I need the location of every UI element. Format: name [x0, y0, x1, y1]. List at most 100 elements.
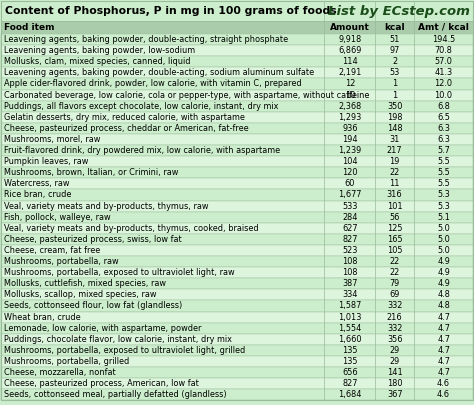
Text: 1,677: 1,677 — [338, 190, 362, 199]
Bar — [1, 156, 473, 167]
Bar — [1, 234, 473, 245]
Text: Watercress, raw: Watercress, raw — [4, 179, 70, 188]
Text: 332: 332 — [387, 324, 402, 333]
Text: 120: 120 — [342, 168, 357, 177]
Text: Fruit-flavored drink, dry powdered mix, low calorie, with aspartame: Fruit-flavored drink, dry powdered mix, … — [4, 146, 280, 155]
Text: Veal, variety meats and by-products, thymus, cooked, braised: Veal, variety meats and by-products, thy… — [4, 224, 259, 233]
Bar — [1, 334, 473, 345]
Text: Leavening agents, baking powder, low-sodium: Leavening agents, baking powder, low-sod… — [4, 46, 195, 55]
Text: 31: 31 — [390, 135, 400, 144]
Text: Mushrooms, brown, Italian, or Crimini, raw: Mushrooms, brown, Italian, or Crimini, r… — [4, 168, 178, 177]
Text: 4.8: 4.8 — [437, 301, 450, 311]
Text: 114: 114 — [342, 57, 358, 66]
Text: Mushrooms, portabella, exposed to ultraviolet light, grilled: Mushrooms, portabella, exposed to ultrav… — [4, 346, 245, 355]
Text: 165: 165 — [387, 235, 402, 244]
Text: Cheese, cream, fat free: Cheese, cream, fat free — [4, 246, 100, 255]
Text: 29: 29 — [390, 346, 400, 355]
Text: 5.0: 5.0 — [437, 246, 450, 255]
Text: 41.3: 41.3 — [435, 68, 453, 77]
Text: 332: 332 — [387, 301, 402, 311]
Text: 22: 22 — [390, 268, 400, 277]
Bar — [1, 45, 473, 56]
Text: 356: 356 — [387, 335, 402, 344]
Text: 12: 12 — [345, 79, 355, 88]
Text: 1,293: 1,293 — [338, 113, 362, 122]
Text: 523: 523 — [342, 246, 357, 255]
Bar — [1, 389, 473, 400]
Text: 51: 51 — [390, 35, 400, 44]
Text: 2,191: 2,191 — [338, 68, 362, 77]
Bar — [1, 145, 473, 156]
Text: 22: 22 — [390, 168, 400, 177]
Bar — [1, 21, 473, 34]
Bar — [1, 90, 473, 100]
Bar — [1, 1, 473, 21]
Text: 5.7: 5.7 — [437, 146, 450, 155]
Text: 6.3: 6.3 — [437, 135, 450, 144]
Text: 334: 334 — [342, 290, 357, 299]
Text: List by ECstep.com: List by ECstep.com — [328, 4, 470, 17]
Text: 4.7: 4.7 — [437, 324, 450, 333]
Text: 9,918: 9,918 — [338, 35, 362, 44]
Bar — [1, 134, 473, 145]
Text: Puddings, chocolate flavor, low calorie, instant, dry mix: Puddings, chocolate flavor, low calorie,… — [4, 335, 232, 344]
Bar — [1, 123, 473, 134]
Bar — [1, 245, 473, 256]
Text: Puddings, all flavors except chocolate, low calorie, instant, dry mix: Puddings, all flavors except chocolate, … — [4, 102, 278, 111]
Text: 827: 827 — [342, 235, 357, 244]
Bar — [1, 56, 473, 67]
Text: 4.7: 4.7 — [437, 368, 450, 377]
Text: 4.7: 4.7 — [437, 357, 450, 366]
Text: 148: 148 — [387, 124, 402, 133]
Text: Mushrooms, portabella, exposed to ultraviolet light, raw: Mushrooms, portabella, exposed to ultrav… — [4, 268, 235, 277]
Text: 316: 316 — [387, 190, 402, 199]
Text: 627: 627 — [342, 224, 357, 233]
Text: 56: 56 — [390, 213, 400, 222]
Text: 216: 216 — [387, 313, 402, 322]
Text: Cheese, mozzarella, nonfat: Cheese, mozzarella, nonfat — [4, 368, 116, 377]
Bar — [1, 356, 473, 367]
Text: Content of Phosphorus, P in mg in 100 grams of foods: Content of Phosphorus, P in mg in 100 gr… — [5, 6, 337, 16]
Text: 5.3: 5.3 — [437, 202, 450, 211]
Bar — [1, 311, 473, 323]
Bar — [1, 345, 473, 356]
Text: Leavening agents, baking powder, double-acting, sodium aluminum sulfate: Leavening agents, baking powder, double-… — [4, 68, 314, 77]
Text: 198: 198 — [387, 113, 402, 122]
Text: Rice bran, crude: Rice bran, crude — [4, 190, 72, 199]
Bar — [1, 190, 473, 200]
Text: Apple cider-flavored drink, powder, low calorie, with vitamin C, prepared: Apple cider-flavored drink, powder, low … — [4, 79, 301, 88]
Text: 97: 97 — [390, 46, 400, 55]
Text: 936: 936 — [342, 124, 357, 133]
Text: kcal: kcal — [384, 23, 405, 32]
Text: 217: 217 — [387, 146, 402, 155]
Text: Wheat bran, crude: Wheat bran, crude — [4, 313, 81, 322]
Text: 125: 125 — [387, 224, 402, 233]
Text: 5.1: 5.1 — [437, 213, 450, 222]
Text: 108: 108 — [342, 257, 357, 266]
Text: Amt / kcal: Amt / kcal — [418, 23, 469, 32]
Text: 10.0: 10.0 — [435, 91, 453, 100]
Bar — [1, 167, 473, 178]
Text: Gelatin desserts, dry mix, reduced calorie, with aspartame: Gelatin desserts, dry mix, reduced calor… — [4, 113, 245, 122]
Text: 656: 656 — [342, 368, 357, 377]
Bar — [1, 34, 473, 45]
Text: 4.9: 4.9 — [437, 279, 450, 288]
Text: 4.9: 4.9 — [437, 257, 450, 266]
Bar — [1, 378, 473, 389]
Bar — [1, 323, 473, 334]
Text: 387: 387 — [342, 279, 357, 288]
Text: 10: 10 — [345, 91, 355, 100]
Bar — [1, 289, 473, 301]
Text: Mushrooms, portabella, grilled: Mushrooms, portabella, grilled — [4, 357, 129, 366]
Text: 1,684: 1,684 — [338, 390, 362, 399]
Text: 180: 180 — [387, 379, 402, 388]
Text: Mollusks, cuttlefish, mixed species, raw: Mollusks, cuttlefish, mixed species, raw — [4, 279, 166, 288]
Text: Fish, pollock, walleye, raw: Fish, pollock, walleye, raw — [4, 213, 110, 222]
Text: 284: 284 — [342, 213, 357, 222]
Text: 1: 1 — [392, 91, 397, 100]
Text: 6.5: 6.5 — [437, 113, 450, 122]
Text: 79: 79 — [390, 279, 400, 288]
Text: 4.7: 4.7 — [437, 346, 450, 355]
Bar — [1, 67, 473, 79]
Bar — [1, 301, 473, 311]
